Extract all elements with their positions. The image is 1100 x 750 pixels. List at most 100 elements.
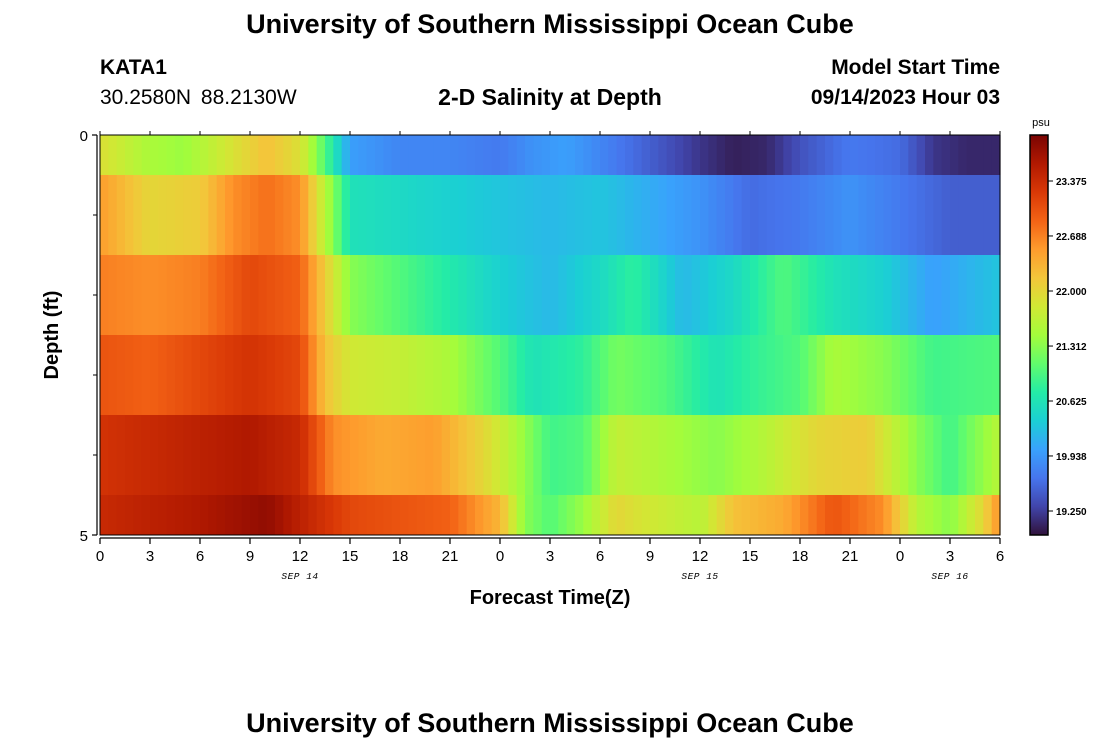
heatmap-cell — [458, 255, 468, 335]
heatmap-cell — [975, 415, 984, 495]
heatmap-cell — [833, 495, 843, 535]
heatmap-cell — [150, 415, 159, 495]
heatmap-cell — [816, 335, 826, 415]
heatmap-cell — [158, 175, 168, 255]
heatmap-cell — [208, 335, 218, 415]
heatmap-cell — [158, 135, 168, 175]
heatmap-cell — [775, 135, 784, 175]
heatmap-cell — [583, 495, 593, 535]
heatmap-cell — [900, 335, 909, 415]
heatmap-cell — [766, 135, 776, 175]
heatmap-cell — [291, 135, 301, 175]
heatmap-cell — [216, 255, 226, 335]
heatmap-cell — [866, 135, 876, 175]
heatmap-cell — [200, 135, 209, 175]
heatmap-cell — [116, 335, 126, 415]
heatmap-cell — [433, 415, 443, 495]
heatmap-cell — [341, 495, 351, 535]
heatmap-cell — [616, 335, 626, 415]
heatmap-cell — [825, 495, 834, 535]
heatmap-cell — [683, 255, 693, 335]
heatmap-cell — [866, 335, 876, 415]
heatmap-cell — [100, 495, 109, 535]
heatmap-cell — [275, 415, 284, 495]
heatmap-cell — [125, 135, 134, 175]
heatmap-cell — [716, 335, 726, 415]
heatmap-cell — [933, 495, 943, 535]
x-tick-label: 12 — [692, 548, 709, 565]
heatmap-cell — [525, 175, 534, 255]
heatmap-cell — [683, 495, 693, 535]
heatmap-cell — [891, 175, 901, 255]
heatmap-cell — [358, 415, 368, 495]
heatmap-cell — [775, 175, 784, 255]
x-tick-label: 12 — [292, 548, 309, 565]
heatmap-cell — [833, 255, 843, 335]
heatmap-cell — [908, 495, 918, 535]
heatmap-cell — [841, 175, 851, 255]
heatmap-cell — [908, 255, 918, 335]
heatmap-cell — [491, 255, 501, 335]
heatmap-cell — [225, 175, 234, 255]
heatmap-cell — [216, 335, 226, 415]
heatmap-cell — [625, 495, 634, 535]
heatmap-cell — [725, 175, 734, 255]
heatmap-cell — [475, 415, 484, 495]
colorbar-unit: psu — [1032, 117, 1050, 129]
heatmap-cell — [991, 415, 1001, 495]
heatmap-cell — [225, 255, 234, 335]
heatmap-cell — [166, 255, 176, 335]
heatmap-cell — [533, 495, 543, 535]
heatmap-cell — [700, 255, 709, 335]
heatmap-cell — [583, 335, 593, 415]
heatmap-cell — [516, 255, 526, 335]
heatmap-cell — [650, 175, 659, 255]
heatmap-cell — [225, 335, 234, 415]
heatmap-cell — [875, 135, 884, 175]
heatmap-cell — [716, 135, 726, 175]
heatmap-cell — [316, 255, 326, 335]
heatmap-cell — [933, 415, 943, 495]
heatmap-cell — [125, 415, 134, 495]
heatmap-cell — [333, 415, 343, 495]
x-tick-label: 0 — [496, 548, 504, 565]
x-tick-label: 3 — [146, 548, 154, 565]
heatmap-cell — [250, 495, 259, 535]
heatmap-cell — [958, 415, 968, 495]
heatmap-cell — [391, 495, 401, 535]
heatmap-cell — [483, 135, 493, 175]
heatmap-cell — [558, 135, 568, 175]
heatmap-cell — [325, 175, 334, 255]
heatmap-cell — [358, 495, 368, 535]
heatmap-cell — [975, 255, 984, 335]
heatmap-cell — [366, 335, 376, 415]
heatmap-cell — [866, 175, 876, 255]
heatmap-cell — [625, 175, 634, 255]
heatmap-cell — [291, 415, 301, 495]
heatmap-cell — [375, 135, 384, 175]
heatmap-cell — [341, 335, 351, 415]
heatmap-cell — [508, 415, 518, 495]
heatmap-cell — [533, 255, 543, 335]
heatmap-cell — [250, 255, 259, 335]
heatmap-cell — [466, 255, 476, 335]
heatmap-cell — [591, 335, 601, 415]
x-tick-label: 3 — [546, 548, 554, 565]
heatmap-cell — [741, 415, 751, 495]
heatmap-cell — [983, 415, 993, 495]
heatmap-cell — [958, 135, 968, 175]
heatmap-cell — [616, 255, 626, 335]
heatmap-cell — [208, 135, 218, 175]
heatmap-cell — [916, 255, 926, 335]
heatmap-cell — [508, 175, 518, 255]
heatmap-cell — [616, 175, 626, 255]
heatmap-cell — [491, 175, 501, 255]
heatmap-cell — [183, 335, 193, 415]
heatmap-cell — [633, 335, 643, 415]
heatmap-cell — [825, 415, 834, 495]
heatmap-cell — [691, 415, 701, 495]
heatmap-cell — [283, 175, 293, 255]
heatmap-cell — [283, 415, 293, 495]
heatmap-cell — [483, 255, 493, 335]
heatmap-cell — [433, 135, 443, 175]
